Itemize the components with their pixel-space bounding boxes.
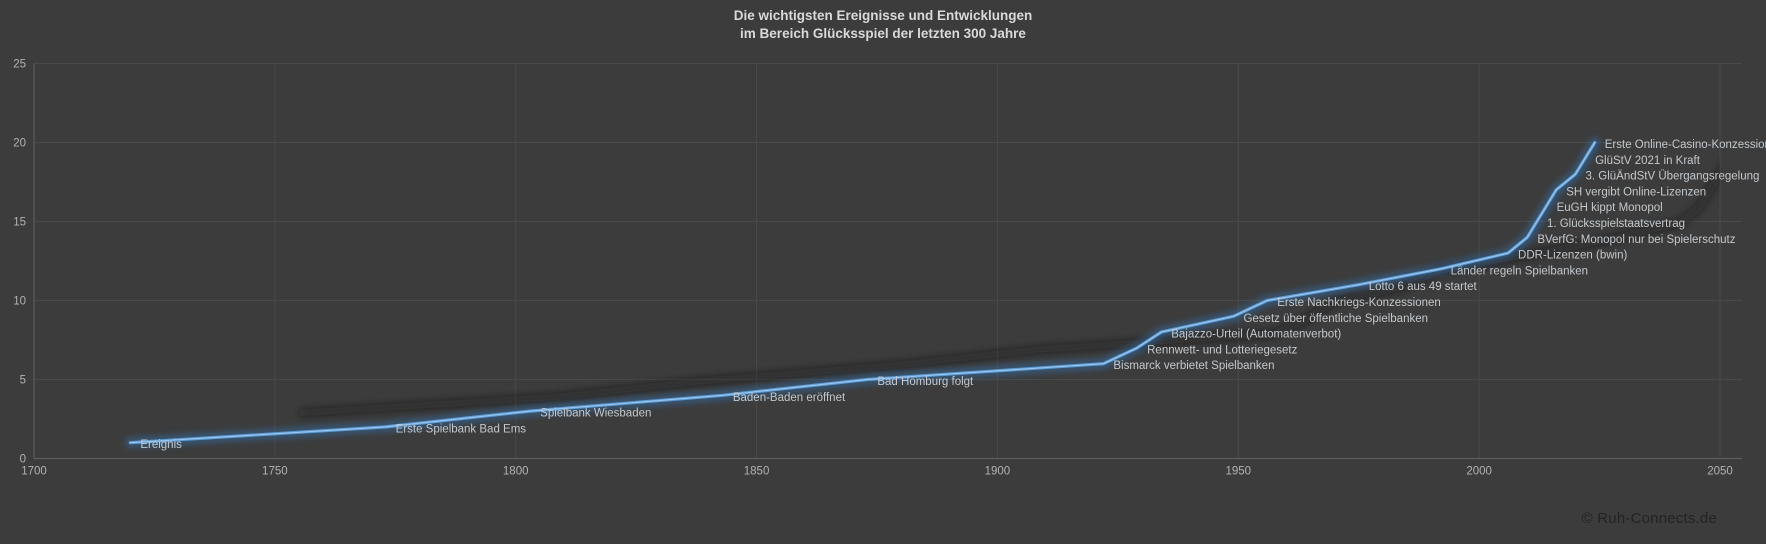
x-axis-tick-label: 2050 [1707,466,1733,478]
y-axis-tick-label: 25 [13,59,26,71]
event-label: Erste Spielbank Bad Ems [396,423,527,435]
y-axis-tick-label: 0 [20,454,26,466]
x-axis-tick-label: 1700 [21,466,47,478]
event-label: SH vergibt Online-Lizenzen [1566,186,1706,198]
chart-title-line1: Die wichtigsten Ereignisse und Entwicklu… [733,8,1033,23]
event-label: GlüStV 2021 in Kraft [1595,155,1701,167]
event-label: BVerfG: Monopol nur bei Spielerschutz [1537,234,1735,246]
event-label: DDR-Lizenzen (bwin) [1518,250,1627,262]
x-axis-tick-label: 1950 [1225,466,1251,478]
x-axis-tick-label: 1900 [985,466,1011,478]
event-label: Spielbank Wiesbaden [540,408,651,420]
event-label: Länder regeln Spielbanken [1451,265,1588,277]
series-core-path [129,141,1596,444]
y-axis-tick-label: 15 [13,217,26,229]
event-label: 3. GlüÄndStV Übergangsregelung [1585,171,1759,183]
x-axis-tick-label: 1850 [744,466,770,478]
event-label: Lotto 6 aus 49 startet [1369,281,1478,293]
event-label: Erste Nachkriegs-Konzessionen [1277,297,1441,309]
x-axis-tick-label: 1750 [262,466,288,478]
chart-title: Die wichtigsten Ereignisse und Entwicklu… [0,7,1766,43]
event-label: Gesetz über öffentliche Spielbanken [1243,313,1428,325]
event-label: Ereignis [140,439,182,451]
y-axis-tick-label: 20 [13,138,26,150]
y-axis-tick-label: 5 [20,375,26,387]
x-axis-tick-label: 1800 [503,466,529,478]
copyright-text: © Ruh-Connects.de [1581,510,1717,527]
x-axis-tick-label: 2000 [1466,466,1492,478]
y-axis-tick-label: 10 [13,296,26,308]
event-label: EuGH kippt Monopol [1557,202,1663,214]
event-label: Baden-Baden eröffnet [733,392,846,404]
event-label: Bajazzo-Urteil (Automatenverbot) [1171,329,1341,341]
event-label: Bismarck verbietet Spielbanken [1113,360,1274,372]
event-label: Rennwett- und Lotteriegesetz [1147,344,1297,356]
event-label: 1. Glücksspielstaatsvertrag [1547,218,1685,230]
event-label: Erste Online-Casino-Konzessionen [1605,139,1766,151]
event-label: Bad Homburg folgt [877,376,974,388]
chart-title-line2: im Bereich Glücksspiel der letzten 300 J… [740,26,1026,41]
